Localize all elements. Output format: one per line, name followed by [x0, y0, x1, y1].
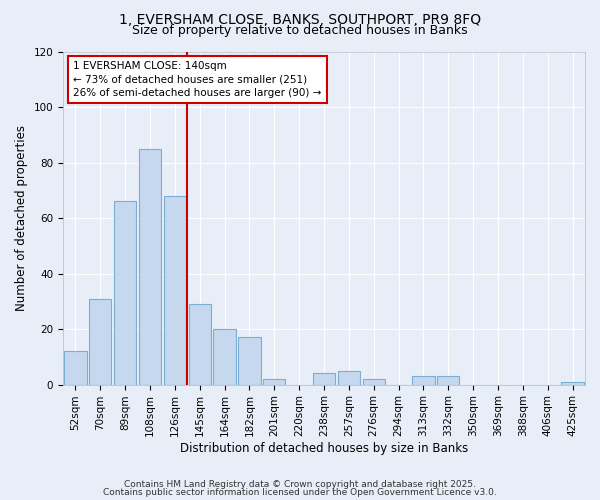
- Bar: [214, 329, 236, 384]
- Bar: [114, 202, 136, 384]
- Bar: [263, 379, 286, 384]
- Bar: [188, 304, 211, 384]
- Text: Contains public sector information licensed under the Open Government Licence v3: Contains public sector information licen…: [103, 488, 497, 497]
- Text: Size of property relative to detached houses in Banks: Size of property relative to detached ho…: [132, 24, 468, 37]
- Bar: [238, 338, 260, 384]
- Bar: [164, 196, 186, 384]
- Text: Contains HM Land Registry data © Crown copyright and database right 2025.: Contains HM Land Registry data © Crown c…: [124, 480, 476, 489]
- Bar: [64, 352, 86, 384]
- X-axis label: Distribution of detached houses by size in Banks: Distribution of detached houses by size …: [180, 442, 468, 455]
- Bar: [437, 376, 460, 384]
- Bar: [89, 298, 112, 384]
- Bar: [313, 374, 335, 384]
- Bar: [139, 148, 161, 384]
- Text: 1 EVERSHAM CLOSE: 140sqm
← 73% of detached houses are smaller (251)
26% of semi-: 1 EVERSHAM CLOSE: 140sqm ← 73% of detach…: [73, 62, 322, 98]
- Text: 1, EVERSHAM CLOSE, BANKS, SOUTHPORT, PR9 8FQ: 1, EVERSHAM CLOSE, BANKS, SOUTHPORT, PR9…: [119, 12, 481, 26]
- Bar: [338, 370, 360, 384]
- Bar: [362, 379, 385, 384]
- Y-axis label: Number of detached properties: Number of detached properties: [15, 125, 28, 311]
- Bar: [562, 382, 584, 384]
- Bar: [412, 376, 434, 384]
